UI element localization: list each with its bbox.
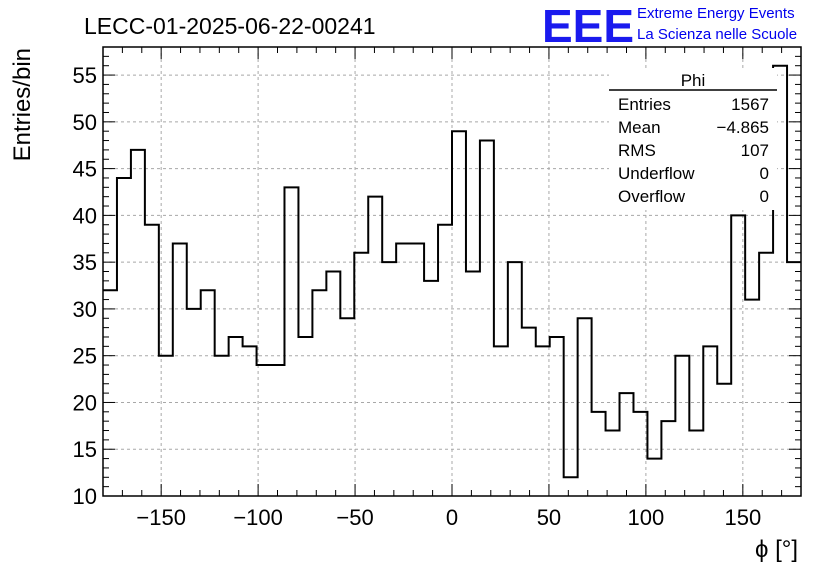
- histogram-bin: [578, 318, 592, 496]
- x-tick-label: −50: [336, 505, 373, 530]
- histogram-bin: [522, 328, 536, 496]
- chart-title: LECC-01-2025-06-22-00241: [84, 13, 376, 39]
- histogram-bin: [424, 281, 438, 496]
- histogram-bin: [368, 197, 382, 496]
- stats-row-value: −4.865: [717, 118, 769, 137]
- stats-row-label: Entries: [618, 95, 671, 114]
- x-tick-label: 0: [446, 505, 458, 530]
- stats-row-value: 0: [760, 187, 769, 206]
- y-tick-labels: 10 15 20 25 30 35 40 45 50 55: [73, 63, 97, 509]
- histogram-bin: [382, 262, 396, 496]
- eee-logo: EEE Extreme Energy Events La Scienza nel…: [542, 0, 797, 52]
- histogram-bin: [340, 318, 354, 496]
- histogram-bin: [215, 356, 229, 496]
- y-tick-label: 40: [73, 203, 97, 228]
- logo-line-1: Extreme Energy Events: [637, 5, 795, 22]
- histogram-bin: [187, 309, 201, 496]
- stats-box: Phi Entries 1567 Mean −4.865 RMS 107 Underflow…: [609, 68, 777, 210]
- histogram-bin: [508, 262, 522, 496]
- stats-row-label: Underflow: [618, 164, 695, 183]
- stats-title: Phi: [681, 71, 706, 90]
- stats-row-label: Overflow: [618, 187, 686, 206]
- y-tick-label: 10: [73, 484, 97, 509]
- histogram-bin: [731, 215, 745, 496]
- x-tick-label: −150: [136, 505, 186, 530]
- histogram-bin: [703, 346, 717, 496]
- histogram-bin: [410, 243, 424, 496]
- y-tick-label: 30: [73, 297, 97, 322]
- histogram-bin: [759, 253, 773, 496]
- histogram-bin: [661, 421, 675, 496]
- histogram-bin: [354, 253, 368, 496]
- histogram-bin: [159, 356, 173, 496]
- axis-ticks: [102, 46, 802, 497]
- histogram-bin: [606, 431, 620, 496]
- stats-row-label: Mean: [618, 118, 661, 137]
- histogram-step-line: [103, 64, 801, 479]
- plot-frame: [102, 46, 802, 497]
- histogram-bin: [745, 300, 759, 496]
- histogram-bin: [117, 178, 131, 496]
- histogram-bin: [787, 262, 801, 496]
- y-tick-label: 45: [73, 157, 97, 182]
- stats-row-value: 1567: [731, 95, 769, 114]
- histogram-bin: [229, 337, 243, 496]
- histogram-bin: [620, 393, 634, 496]
- histogram-bin: [438, 225, 452, 496]
- stats-row-value: 107: [741, 141, 769, 160]
- y-tick-label: 55: [73, 63, 97, 88]
- histogram-bin: [312, 290, 326, 496]
- x-tick-label: 50: [537, 505, 561, 530]
- histogram-bin: [257, 365, 271, 496]
- histogram-bin: [243, 346, 257, 496]
- histogram-bin: [298, 337, 312, 496]
- histogram-bin: [131, 150, 145, 496]
- y-tick-label: 35: [73, 250, 97, 275]
- y-tick-label: 25: [73, 344, 97, 369]
- histogram-bin: [284, 187, 298, 496]
- histogram-bin: [592, 412, 606, 496]
- eee-logo-letters: EEE: [542, 0, 634, 52]
- histogram-bin: [550, 337, 564, 496]
- histogram-bin: [480, 141, 494, 496]
- y-axis-label: Entries/bin: [9, 48, 36, 161]
- y-tick-label: 50: [73, 110, 97, 135]
- stats-box-background: [609, 68, 777, 210]
- x-tick-label: 150: [724, 505, 761, 530]
- logo-line-2: La Scienza nelle Scuole: [637, 26, 797, 43]
- histogram-bin: [201, 290, 215, 496]
- stats-row-value: 0: [760, 164, 769, 183]
- histogram-series: [103, 64, 801, 497]
- histogram-bin: [271, 365, 285, 496]
- histogram-bin: [494, 346, 508, 496]
- y-tick-label: 15: [73, 437, 97, 462]
- y-tick-label: 20: [73, 390, 97, 415]
- histogram-bin: [647, 459, 661, 496]
- histogram-bin: [326, 272, 340, 497]
- histogram-bin: [452, 131, 466, 496]
- x-axis-label: ϕ [°]: [755, 536, 798, 563]
- histogram-bin: [536, 346, 550, 496]
- histogram-bin: [466, 272, 480, 497]
- histogram-bin: [145, 225, 159, 496]
- x-tick-label: −100: [233, 505, 283, 530]
- stats-rows: Entries 1567 Mean −4.865 RMS 107 Underflow 0 Ove…: [618, 95, 769, 206]
- histogram-bin: [675, 356, 689, 496]
- histogram-bin: [564, 477, 578, 496]
- histogram-bin: [173, 243, 187, 496]
- histogram-bin: [396, 243, 410, 496]
- x-tick-label: 100: [628, 505, 665, 530]
- histogram-bin: [717, 384, 731, 496]
- stats-row-label: RMS: [618, 141, 656, 160]
- x-tick-labels: −150 −100 −50 0 50 100 150: [136, 505, 761, 530]
- histogram-bin: [633, 412, 647, 496]
- histogram-bin: [689, 431, 703, 496]
